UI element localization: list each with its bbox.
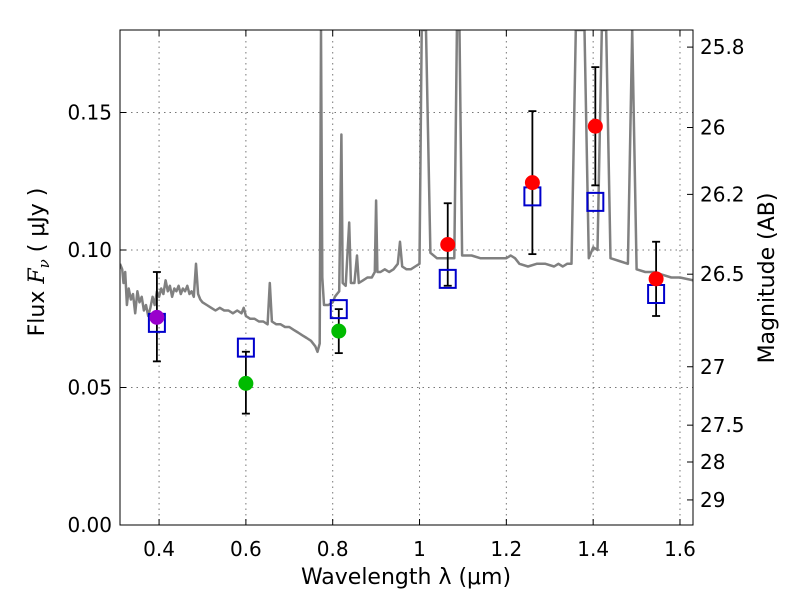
right-tick-label: 27 [700, 355, 725, 379]
x-axis-label: Wavelength λ (μm) [301, 565, 511, 590]
x-tick-label: 0.6 [230, 537, 262, 561]
model-square [329, 299, 348, 320]
observed-points-layer [149, 118, 664, 391]
model-square [438, 268, 457, 289]
plot-frame [119, 29, 694, 526]
y-axis-label-symbol: F [25, 268, 50, 285]
x-tick-label: 1.4 [577, 537, 609, 561]
right-tick-label: 26.5 [700, 262, 745, 286]
right-tick-label: 29 [700, 488, 725, 512]
y-tick-label: 0.05 [67, 376, 112, 400]
model-square [586, 191, 605, 212]
y-axis-ticks: 0.00 0.05 0.10 0.15 [67, 101, 126, 537]
x-axis-ticks: 0.4 0.6 0.8 1 1.2 1.4 1.6 [143, 30, 696, 561]
observed-point [648, 271, 664, 287]
model-square [236, 337, 255, 358]
observed-point [149, 309, 165, 325]
x-tick-label: 1 [413, 537, 426, 561]
right-tick-label: 27.5 [700, 413, 745, 437]
right-tick-label: 28 [700, 450, 725, 474]
right-tick-label: 26 [700, 116, 725, 140]
x-tick-label: 0.8 [317, 537, 349, 561]
observed-point [440, 237, 456, 252]
x-tick-label: 1.6 [664, 537, 696, 561]
right-tick-label: 26.2 [700, 182, 745, 206]
y-tick-label: 0.15 [67, 101, 112, 125]
x-tick-label: 0.4 [143, 537, 175, 561]
y-axis-label-prefix: Flux [25, 284, 50, 337]
observed-point [524, 175, 540, 191]
observed-point [238, 375, 254, 391]
y-tick-label: 0.10 [67, 238, 112, 262]
x-tick-label: 1.2 [490, 537, 522, 561]
observed-point [331, 323, 347, 339]
y-axis-label: Flux Fν ( μJy ) [25, 188, 53, 337]
observed-point [587, 118, 603, 134]
right-tick-label: 25.8 [700, 35, 745, 59]
y-axis-label-subscript: ν [35, 259, 53, 268]
right-axis-label: Magnitude (AB) [755, 193, 780, 364]
y-axis-label-units: ( μJy ) [25, 188, 50, 260]
y-tick-label: 0.00 [67, 513, 112, 537]
right-axis-ticks: 25.8 26 26.2 26.5 27 27.5 28 29 [687, 35, 745, 512]
